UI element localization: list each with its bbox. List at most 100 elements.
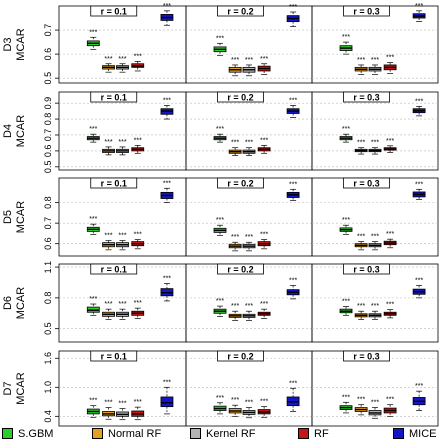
significance-label: *** bbox=[415, 181, 423, 188]
significance-label: *** bbox=[357, 303, 365, 310]
legend-swatch-kernel-rf bbox=[190, 428, 201, 439]
legend-swatch-mice bbox=[393, 428, 404, 439]
r-label: r = 0.2 bbox=[227, 7, 253, 17]
box-rf: *** bbox=[383, 302, 397, 319]
r-label-box bbox=[217, 263, 264, 275]
significance-label: *** bbox=[134, 300, 142, 307]
significance-label: *** bbox=[357, 397, 365, 404]
box-kernel-rf: *** bbox=[242, 140, 256, 157]
y-tick-label: 0.6 bbox=[43, 145, 53, 158]
significance-label: *** bbox=[415, 278, 423, 285]
box-rf: *** bbox=[131, 53, 145, 72]
r-label-box bbox=[90, 177, 138, 189]
y-tick-label: 0.7 bbox=[43, 217, 53, 230]
r-label-box bbox=[90, 263, 138, 275]
box-kernel-rf: *** bbox=[368, 57, 382, 75]
box-s-gbm: *** bbox=[213, 298, 227, 317]
significance-label: *** bbox=[231, 397, 239, 404]
box-kernel-rf: *** bbox=[116, 56, 129, 73]
box-normal-rf: *** bbox=[354, 57, 368, 75]
significance-label: *** bbox=[289, 278, 297, 285]
significance-label: *** bbox=[386, 55, 394, 62]
significance-label: *** bbox=[134, 53, 142, 60]
significance-label: *** bbox=[89, 296, 97, 303]
significance-label: *** bbox=[260, 399, 268, 406]
box-rf: *** bbox=[131, 399, 145, 421]
row-label-dataset: D4 bbox=[2, 124, 14, 138]
box-normal-rf: *** bbox=[228, 140, 242, 157]
box-s-gbm: *** bbox=[339, 217, 353, 235]
legend-swatch-normal-rf bbox=[92, 428, 103, 439]
significance-label: *** bbox=[104, 139, 112, 146]
r-label: r = 0.3 bbox=[353, 93, 379, 103]
significance-label: *** bbox=[163, 379, 171, 386]
box-normal-rf: *** bbox=[354, 140, 368, 155]
r-label-box bbox=[90, 350, 138, 362]
box-s-gbm: *** bbox=[86, 296, 100, 316]
significance-label: *** bbox=[89, 126, 97, 133]
box-normal-rf: *** bbox=[228, 57, 242, 77]
box-rf: *** bbox=[257, 137, 271, 154]
r-label: r = 0.3 bbox=[353, 352, 379, 362]
significance-label: *** bbox=[415, 383, 423, 390]
significance-label: *** bbox=[163, 276, 171, 283]
significance-label: *** bbox=[245, 234, 253, 241]
significance-label: *** bbox=[134, 399, 142, 406]
box-mice: *** bbox=[412, 98, 426, 117]
y-tick-label: 0.9 bbox=[43, 97, 53, 110]
r-label-box bbox=[343, 5, 390, 17]
legend-label-sgbm: S.GBM bbox=[18, 427, 54, 440]
row-label-mechanism: MCAR bbox=[15, 201, 27, 233]
box-normal-rf: *** bbox=[354, 234, 368, 251]
box-mice: *** bbox=[286, 278, 300, 300]
significance-label: *** bbox=[371, 140, 379, 147]
significance-label: *** bbox=[216, 395, 224, 402]
significance-label: *** bbox=[289, 98, 297, 105]
r-label-box bbox=[343, 91, 390, 103]
significance-label: *** bbox=[163, 180, 171, 187]
legend-swatch-rf bbox=[298, 428, 309, 439]
box-s-gbm: *** bbox=[213, 395, 227, 415]
box-rf: *** bbox=[257, 301, 271, 319]
significance-label: *** bbox=[231, 57, 239, 64]
box-s-gbm: *** bbox=[213, 126, 227, 143]
y-tick-label: 0.8 bbox=[43, 196, 53, 209]
row-label-mechanism: MCAR bbox=[15, 115, 27, 147]
box-body bbox=[160, 396, 174, 408]
y-tick-label: 0.7 bbox=[43, 129, 53, 142]
significance-label: *** bbox=[342, 126, 350, 133]
significance-label: *** bbox=[118, 56, 126, 63]
y-tick-label: 0.5 bbox=[43, 72, 53, 85]
box-mice: *** bbox=[412, 3, 426, 22]
significance-label: *** bbox=[260, 301, 268, 308]
box-kernel-rf: *** bbox=[116, 401, 129, 421]
significance-label: *** bbox=[289, 181, 297, 188]
r-label-box bbox=[217, 5, 264, 17]
r-label: r = 0.3 bbox=[353, 7, 379, 17]
r-label: r = 0.1 bbox=[101, 352, 127, 362]
significance-label: *** bbox=[104, 233, 112, 240]
significance-label: *** bbox=[386, 397, 394, 404]
significance-label: *** bbox=[216, 35, 224, 42]
significance-label: *** bbox=[134, 137, 142, 144]
y-tick-label: 0.6 bbox=[43, 237, 53, 250]
box-s-gbm: *** bbox=[86, 398, 100, 418]
r-label-box bbox=[90, 91, 138, 103]
r-label: r = 0.1 bbox=[101, 179, 127, 189]
significance-label: *** bbox=[231, 303, 239, 310]
box-kernel-rf: *** bbox=[368, 140, 382, 155]
significance-label: *** bbox=[260, 56, 268, 63]
box-s-gbm: *** bbox=[213, 217, 227, 236]
significance-label: *** bbox=[231, 140, 239, 147]
y-tick-label: 1.1 bbox=[43, 261, 53, 274]
r-label-box bbox=[217, 350, 264, 362]
significance-label: *** bbox=[104, 301, 112, 308]
box-mice: *** bbox=[412, 383, 426, 411]
significance-label: *** bbox=[386, 231, 394, 238]
significance-label: *** bbox=[415, 98, 423, 105]
box-s-gbm: *** bbox=[339, 126, 353, 143]
significance-label: *** bbox=[245, 140, 253, 147]
r-label-box bbox=[217, 91, 264, 103]
r-label-box bbox=[90, 5, 138, 17]
row-label-mechanism: MCAR bbox=[15, 372, 27, 404]
